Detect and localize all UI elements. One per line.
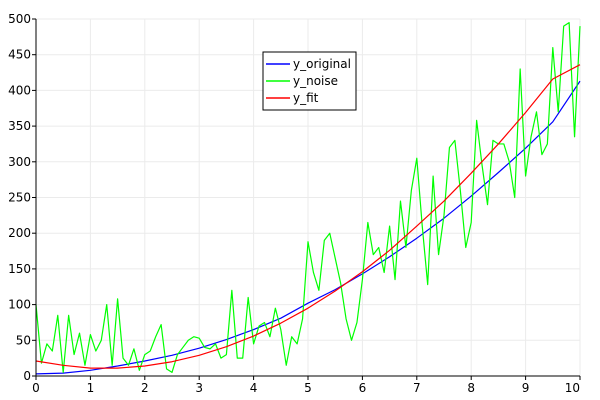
x-axis-ticks: 0 1 2 3 4 5 6 7 8 9 10 xyxy=(32,376,581,395)
y-tick-label-8: 400 xyxy=(8,83,31,97)
x-tick-label-0: 0 xyxy=(32,381,40,395)
x-tick-label-10: 10 xyxy=(565,381,580,395)
series-layer xyxy=(35,21,581,375)
legend-label-y-original: y_original xyxy=(293,57,351,71)
legend: y_original y_noise y_fit xyxy=(262,51,357,111)
y-tick-label-7: 350 xyxy=(8,119,31,133)
y-tick-label-10: 500 xyxy=(8,12,31,26)
y-tick-label-4: 200 xyxy=(8,226,31,240)
series-y-noise-line xyxy=(35,21,581,374)
x-tick-label-4: 4 xyxy=(250,381,258,395)
x-tick-label-8: 8 xyxy=(467,381,475,395)
y-tick-label-5: 250 xyxy=(8,191,31,205)
legend-label-y-noise: y_noise xyxy=(293,74,338,88)
x-tick-label-1: 1 xyxy=(87,381,95,395)
legend-label-y-fit: y_fit xyxy=(293,91,319,105)
series-y-fit-line xyxy=(35,64,581,369)
x-tick-label-9: 9 xyxy=(522,381,530,395)
y-axis-ticks: 0 50 100 150 200 250 300 350 400 450 500 xyxy=(8,12,36,383)
x-tick-label-5: 5 xyxy=(304,381,312,395)
y-tick-label-0: 0 xyxy=(23,369,31,383)
x-tick-label-7: 7 xyxy=(413,381,421,395)
y-tick-label-1: 50 xyxy=(16,333,31,347)
x-tick-label-2: 2 xyxy=(141,381,149,395)
y-tick-label-3: 150 xyxy=(8,262,31,276)
x-tick-label-6: 6 xyxy=(359,381,367,395)
y-tick-label-6: 300 xyxy=(8,155,31,169)
y-tick-label-9: 450 xyxy=(8,48,31,62)
y-tick-label-2: 100 xyxy=(8,298,31,312)
x-tick-label-3: 3 xyxy=(195,381,203,395)
